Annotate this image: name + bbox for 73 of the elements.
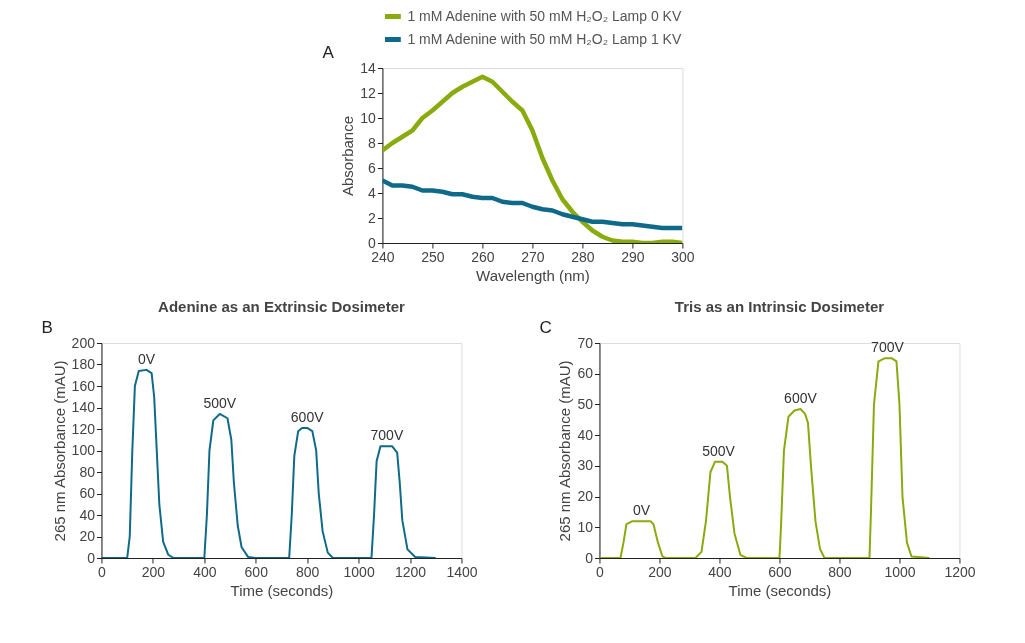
y-axis-title: 265 nm Absorbance (mAU) [50, 360, 68, 542]
x-tick-label: 0 [98, 563, 107, 580]
x-tick-label: 270 [521, 248, 545, 265]
x-tick-label: 400 [708, 563, 732, 580]
y-tick-label: 0 [585, 549, 594, 566]
y-tick-label: 0 [368, 234, 377, 251]
annotation: 700V [871, 339, 905, 356]
y-axis-title: 265 nm Absorbance (mAU) [556, 360, 574, 542]
x-tick-label: 1200 [394, 563, 427, 580]
x-axis-title: Wavelength (nm) [476, 266, 590, 284]
annotation: 0V [137, 350, 156, 367]
y-tick-label: 160 [71, 377, 96, 394]
x-tick-label: 200 [141, 563, 166, 580]
text: B [41, 318, 53, 337]
y-tick-label: 10 [577, 518, 594, 535]
y-tick-label: 2 [368, 209, 377, 226]
text: A [322, 43, 335, 62]
y-tick-label: 60 [79, 485, 96, 501]
y-axis-title: Absorbance [339, 115, 357, 197]
y-tick-label: 20 [577, 488, 594, 505]
text: C [539, 318, 552, 337]
y-tick-label: 80 [79, 463, 96, 480]
y-tick-label: 14 [360, 59, 377, 76]
y-tick-label: 40 [577, 426, 594, 443]
y-tick-label: 120 [71, 420, 96, 437]
y-tick-label: 100 [71, 442, 96, 458]
annotation: 600V [290, 408, 325, 425]
line-series [599, 357, 931, 558]
x-axis-title: Time (seconds) [230, 581, 334, 599]
line-series [382, 178, 683, 231]
y-tick-label: 70 [577, 334, 594, 351]
annotation: 500V [203, 394, 237, 411]
x-tick-label: 290 [621, 248, 645, 265]
x-tick-label: 1400 [446, 563, 478, 580]
x-tick-label: 280 [571, 248, 595, 265]
x-tick-label: 260 [471, 248, 495, 265]
chart-title: Adenine as an Extrinsic Dosimeter [158, 298, 405, 315]
x-tick-label: 600 [768, 563, 792, 580]
x-tick-label: 300 [671, 248, 695, 265]
y-tick-label: 8 [368, 134, 377, 151]
y-tick-label: 50 [577, 395, 594, 412]
x-tick-label: 1000 [884, 563, 916, 580]
y-tick-label: 180 [71, 356, 96, 372]
x-tick-label: 800 [828, 563, 852, 580]
y-tick-label: 30 [577, 457, 594, 474]
x-tick-label: 250 [421, 248, 445, 265]
x-tick-label: 240 [371, 248, 395, 265]
annotation: 700V [370, 427, 404, 444]
x-tick-label: 600 [244, 563, 269, 580]
y-tick-label: 6 [368, 159, 377, 176]
y-tick-label: 200 [71, 334, 96, 351]
annotation: 600V [784, 390, 818, 407]
y-tick-label: 20 [79, 528, 96, 544]
x-tick-label: 200 [648, 563, 672, 580]
annotation: 500V [702, 442, 736, 459]
y-tick-label: 10 [360, 109, 377, 126]
y-tick-label: 60 [577, 365, 594, 382]
x-tick-label: 1200 [944, 563, 976, 580]
chart-title: Tris as an Intrinsic Dosimeter [674, 298, 885, 315]
y-tick-label: 4 [368, 184, 377, 201]
x-tick-label: 0 [596, 563, 605, 580]
y-tick-label: 40 [79, 506, 96, 523]
x-tick-label: 400 [193, 563, 217, 580]
annotation: 0V [632, 502, 651, 519]
legend-label: 1 mM Adenine with 50 mM H₂O₂ Lamp 1 KV [407, 30, 682, 47]
x-tick-label: 800 [296, 563, 320, 580]
y-tick-label: 140 [71, 399, 96, 415]
y-tick-label: 12 [360, 84, 377, 101]
y-tick-label: 0 [87, 549, 96, 566]
x-tick-label: 1000 [343, 563, 375, 580]
line-series [101, 368, 437, 558]
legend-label: 1 mM Adenine with 50 mM H₂O₂ Lamp 0 KV [407, 7, 682, 24]
x-axis-title: Time (seconds) [728, 581, 832, 599]
